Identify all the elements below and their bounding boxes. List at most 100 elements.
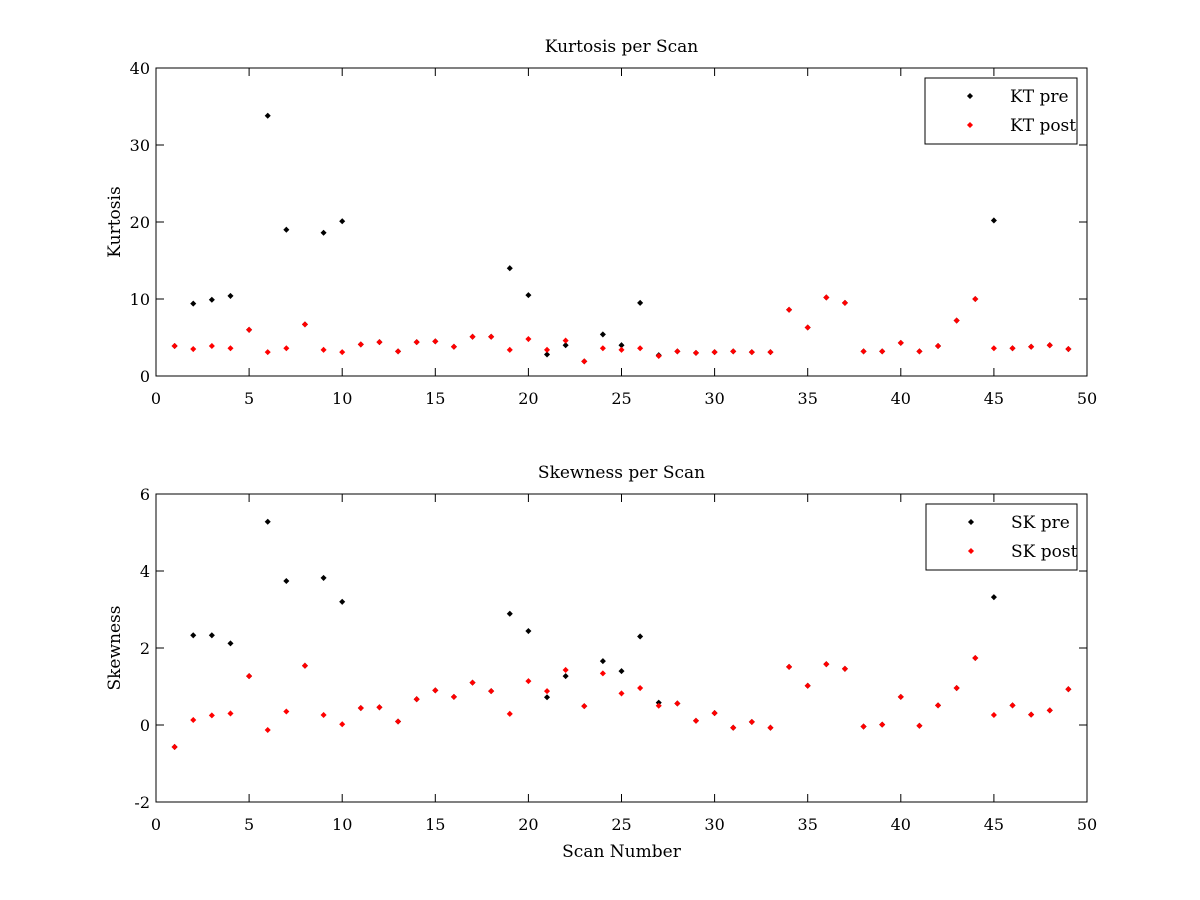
chart-1-point-post xyxy=(953,685,960,692)
chart-0-xtick-label: 45 xyxy=(984,389,1004,408)
chart-0-point-post xyxy=(655,352,662,360)
chart-0-point-post xyxy=(450,343,457,350)
chart-0-point-post xyxy=(637,345,644,352)
chart-0-point-post xyxy=(525,336,532,343)
chart-1-ytick-label: 6 xyxy=(140,485,150,504)
chart-1-point-post xyxy=(283,708,290,715)
chart-1-xlabel: Scan Number xyxy=(562,842,682,862)
chart-1-series-1 xyxy=(171,654,1072,750)
chart-1-point-pre xyxy=(190,632,197,639)
chart-1-point-pre xyxy=(599,658,606,665)
chart-0-point-post xyxy=(562,337,569,344)
chart-0-point-post xyxy=(376,339,383,346)
chart-1-point-post xyxy=(972,654,979,662)
chart-1-point-post xyxy=(339,721,346,728)
chart-1-point-post xyxy=(748,718,755,725)
chart-1-point-post xyxy=(879,721,886,728)
chart-0-point-post xyxy=(488,333,495,340)
chart-1-point-post xyxy=(655,702,662,709)
chart-0-point-post xyxy=(413,339,420,346)
chart-0-ytick-label: 40 xyxy=(130,59,150,78)
chart-1-point-post xyxy=(935,702,942,709)
chart-1-point-post xyxy=(860,723,867,730)
chart-0-point-post xyxy=(469,333,476,340)
chart-0-point-pre xyxy=(543,351,551,358)
chart-0-title: Kurtosis per Scan xyxy=(545,37,699,57)
chart-1-point-pre xyxy=(264,518,271,525)
chart-0-point-post xyxy=(506,346,513,353)
chart-1-point-post xyxy=(897,693,904,700)
chart-1-title: Skewness per Scan xyxy=(538,463,705,483)
chart-0-point-post xyxy=(730,348,737,355)
chart-1-point-post xyxy=(543,688,551,695)
chart-0-ytick-label: 20 xyxy=(130,213,150,232)
chart-1-point-post xyxy=(395,718,402,725)
chart-0-point-post xyxy=(320,346,327,353)
chart-1-point-post xyxy=(190,716,197,724)
chart-1-ytick-label: 0 xyxy=(140,716,150,735)
chart-1-point-post xyxy=(301,662,308,669)
chart-0-point-post xyxy=(748,349,755,356)
chart-1-legend-label: SK pre xyxy=(1011,513,1070,533)
chart-1-point-post xyxy=(376,704,383,711)
chart-0-point-post xyxy=(674,348,681,355)
chart-0-legend-marker xyxy=(966,92,974,100)
chart-0-xtick-label: 0 xyxy=(151,389,161,408)
chart-1-point-post xyxy=(674,700,681,707)
chart-0-point-pre xyxy=(525,292,532,299)
chart-1-point-post xyxy=(357,705,364,712)
chart-0-point-pre xyxy=(227,292,234,299)
chart-0-point-pre xyxy=(320,229,327,236)
chart-0-point-post xyxy=(357,341,364,348)
chart-1-point-post xyxy=(525,678,532,685)
chart-0-legend-label: KT post xyxy=(1010,116,1076,136)
chart-0-point-pre xyxy=(283,226,290,233)
chart-0-xtick-label: 25 xyxy=(611,389,631,408)
chart-1-point-post xyxy=(264,726,271,734)
chart-0-point-post xyxy=(692,349,700,356)
chart-1-point-post xyxy=(990,711,997,719)
chart-0-point-post xyxy=(264,349,271,356)
chart-1-point-post xyxy=(1046,707,1053,714)
chart-1-legend-label: SK post xyxy=(1011,542,1078,562)
chart-0-point-post xyxy=(823,294,830,301)
chart-0-legend-box xyxy=(924,77,1078,145)
chart-1-point-post xyxy=(618,690,625,697)
chart-0-point-post xyxy=(860,348,867,355)
chart-1-ytick-label: -2 xyxy=(134,793,150,812)
chart-0-point-post xyxy=(339,349,346,356)
chart-0: 0 5 10 15 20 25 30 35 40 45 50 0 10 20 30 40 Kurtosis pe… xyxy=(105,37,1097,408)
chart-0-point-post xyxy=(543,346,551,353)
chart-0-xtick-label: 35 xyxy=(798,389,818,408)
chart-1-point-post xyxy=(692,717,700,724)
chart-1-point-post xyxy=(469,679,476,686)
chart-1-point-post xyxy=(804,682,811,689)
chart-1-point-post xyxy=(581,703,588,710)
chart-0-point-post xyxy=(972,295,979,303)
chart-0-point-post xyxy=(804,324,811,331)
chart-1-point-pre xyxy=(525,628,532,635)
chart-0-point-post xyxy=(786,306,793,313)
chart-0-ytick-label: 0 xyxy=(140,367,150,386)
chart-1-point-post xyxy=(506,710,513,717)
chart-1-point-post xyxy=(246,673,253,680)
chart-0-ytick-label: 10 xyxy=(130,290,150,309)
chart-1-point-pre xyxy=(543,694,551,701)
chart-1-legend-box xyxy=(925,503,1078,571)
chart-0-point-pre xyxy=(208,296,215,303)
chart-1-xtick-label: 40 xyxy=(891,815,911,834)
chart-0-xtick-label: 20 xyxy=(518,389,538,408)
chart-1-point-post xyxy=(320,711,327,719)
chart-1-xtick-label: 50 xyxy=(1077,815,1097,834)
chart-0-point-post xyxy=(246,326,253,333)
chart-0-point-pre xyxy=(599,331,606,338)
chart-0-xtick-label: 50 xyxy=(1077,389,1097,408)
chart-0-point-post xyxy=(953,317,960,324)
chart-0-point-pre xyxy=(339,218,346,225)
chart-1-point-post xyxy=(841,665,848,672)
chart-1-point-post xyxy=(916,722,923,729)
chart-0-point-post xyxy=(301,321,308,328)
chart-0-point-pre xyxy=(190,300,197,307)
chart-1-point-pre xyxy=(320,574,327,581)
chart-1-legend-marker xyxy=(967,547,975,555)
